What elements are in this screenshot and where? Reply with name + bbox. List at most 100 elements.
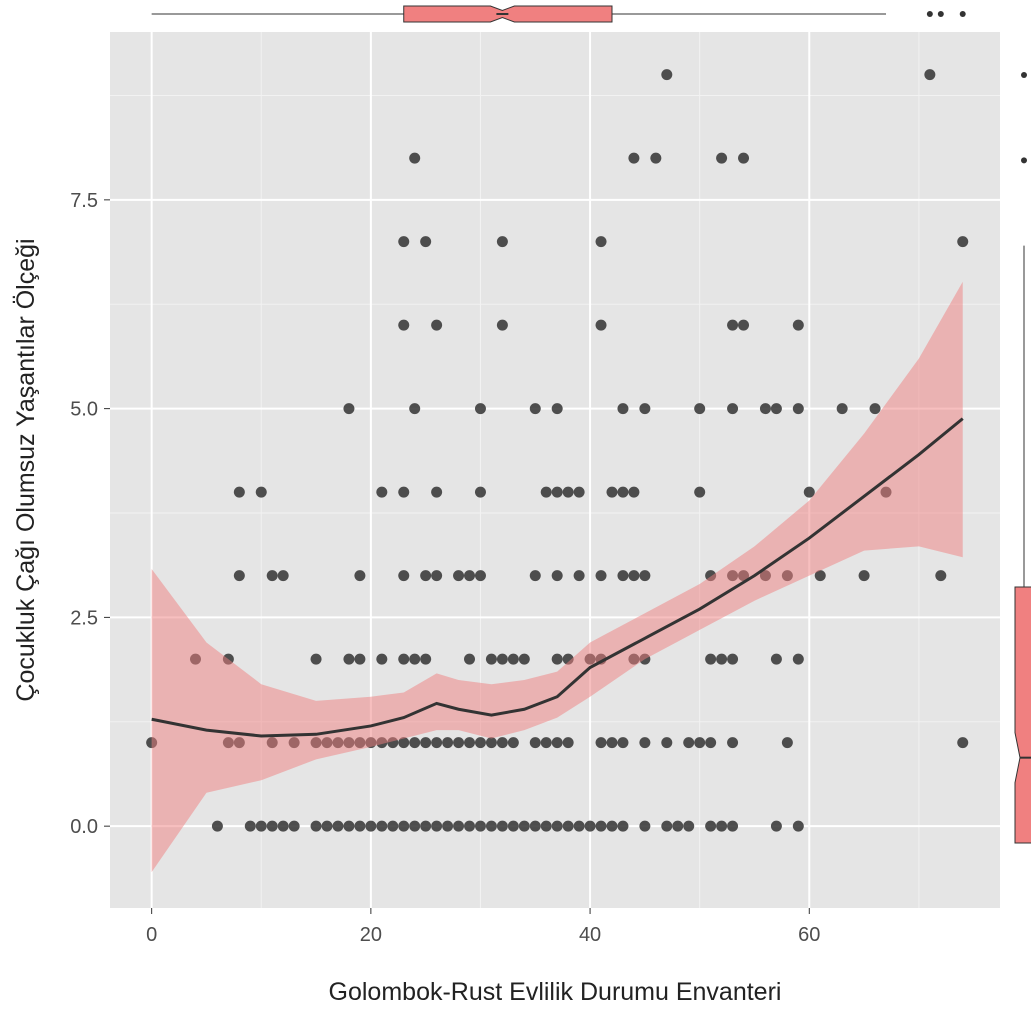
point (792, 820, 804, 832)
point (343, 653, 355, 665)
point (573, 570, 585, 582)
x-tick-label: 0 (146, 924, 157, 946)
point (628, 570, 640, 582)
x-axis-title: Golombok-Rust Evlilik Durumu Envanteri (329, 978, 782, 1006)
point (836, 403, 848, 415)
point (672, 820, 684, 832)
point (474, 403, 486, 415)
point (551, 653, 563, 665)
point (694, 403, 706, 415)
point (584, 820, 596, 832)
point (420, 737, 432, 749)
point (792, 653, 804, 665)
point (431, 737, 443, 749)
point (398, 737, 410, 749)
point (442, 737, 454, 749)
point (474, 820, 486, 832)
point (464, 570, 476, 582)
point (420, 653, 432, 665)
point (453, 737, 465, 749)
point (343, 403, 355, 415)
y-tick-label: 2.5 (70, 607, 98, 629)
point (496, 737, 508, 749)
point (496, 820, 508, 832)
point (858, 570, 870, 582)
point (716, 653, 728, 665)
point (354, 820, 366, 832)
point (464, 737, 476, 749)
point (518, 653, 530, 665)
outlier (926, 11, 933, 17)
point (255, 820, 267, 832)
point (496, 653, 508, 665)
point (727, 653, 739, 665)
point (485, 820, 497, 832)
point (507, 737, 519, 749)
point (957, 236, 969, 248)
point (661, 820, 673, 832)
point (738, 152, 750, 164)
y-tick-label: 7.5 (70, 190, 98, 212)
point (606, 820, 618, 832)
point (727, 319, 739, 331)
point (398, 486, 410, 498)
point (365, 820, 377, 832)
point (727, 737, 739, 749)
point (409, 403, 421, 415)
outlier (937, 11, 944, 17)
point (551, 403, 563, 415)
point (705, 653, 717, 665)
point (431, 820, 443, 832)
point (595, 570, 607, 582)
point (738, 319, 750, 331)
point (431, 486, 443, 498)
point (398, 820, 410, 832)
point (431, 319, 443, 331)
outlier (1021, 157, 1027, 164)
point (617, 737, 629, 749)
point (387, 820, 399, 832)
point (617, 486, 629, 498)
point (639, 820, 651, 832)
point (540, 820, 552, 832)
point (496, 236, 508, 248)
point (507, 820, 519, 832)
point (924, 69, 936, 81)
point (398, 570, 410, 582)
point (453, 820, 465, 832)
point (540, 486, 552, 498)
point (683, 820, 695, 832)
point (453, 570, 465, 582)
point (792, 319, 804, 331)
point (792, 403, 804, 415)
point (551, 486, 563, 498)
point (354, 570, 366, 582)
point (705, 737, 717, 749)
point (595, 820, 607, 832)
confidence-band (151, 281, 963, 873)
point (211, 820, 223, 832)
point (935, 570, 947, 582)
point (770, 403, 782, 415)
point (628, 486, 640, 498)
y-axis-title: Çocukluk Çağı Olumsuz Yaşantılar Ölçeği (12, 238, 40, 701)
point (332, 820, 344, 832)
y-tick-label: 0.0 (70, 816, 98, 838)
point (507, 653, 519, 665)
point (803, 486, 815, 498)
point (650, 152, 662, 164)
point (474, 570, 486, 582)
point (781, 737, 793, 749)
point (595, 319, 607, 331)
point (398, 653, 410, 665)
point (464, 653, 476, 665)
point (573, 486, 585, 498)
point (628, 152, 640, 164)
box (1014, 586, 1031, 844)
point (474, 486, 486, 498)
point (551, 737, 563, 749)
point (562, 737, 574, 749)
point (770, 820, 782, 832)
point (770, 653, 782, 665)
